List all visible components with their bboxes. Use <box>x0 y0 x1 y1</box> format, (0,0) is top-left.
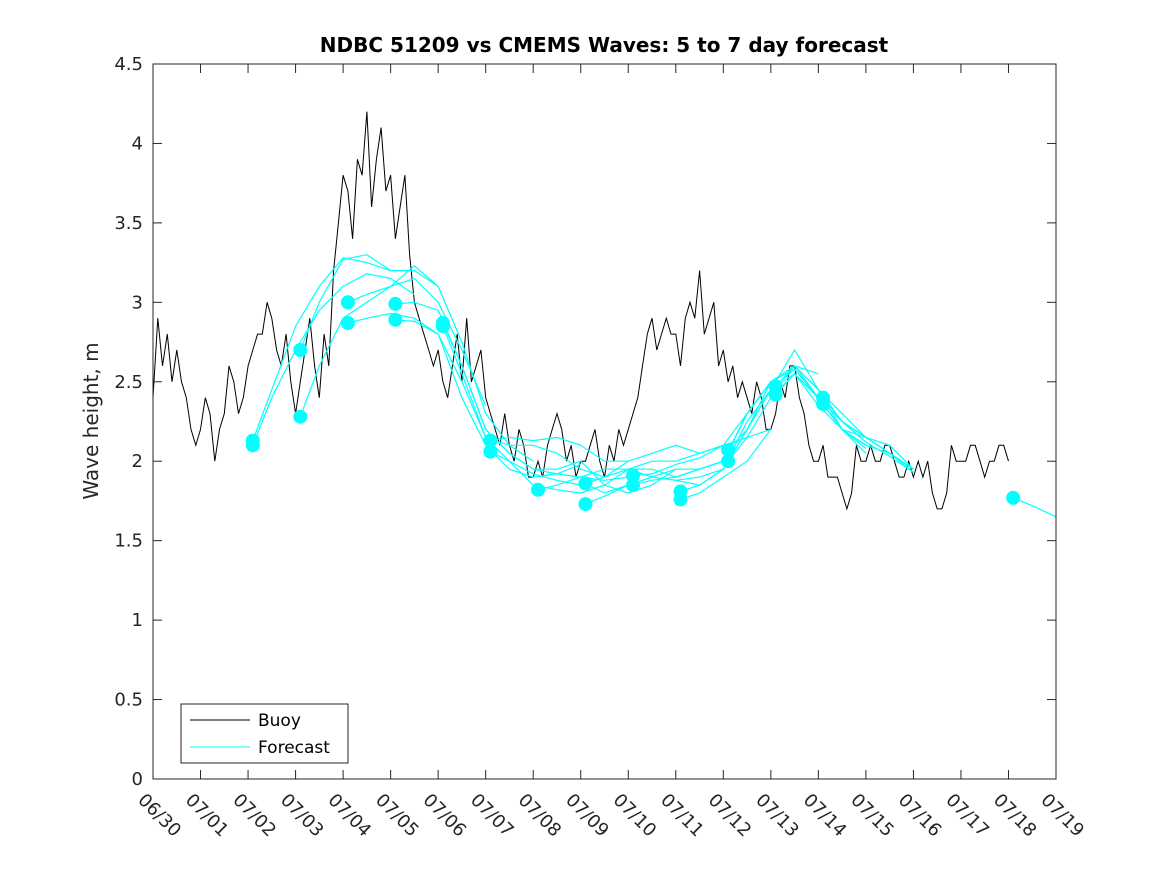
chart-title: NDBC 51209 vs CMEMS Waves: 5 to 7 day fo… <box>320 33 889 57</box>
forecast-start-marker <box>340 295 355 310</box>
forecast-start-marker <box>293 343 308 357</box>
forecast-start-marker <box>816 397 831 411</box>
legend-box <box>180 703 349 764</box>
y-tick-label: 3 <box>132 292 143 313</box>
y-tick-label: 4 <box>132 133 143 154</box>
plot-area: 00.511.522.533.544.506/3007/0107/0207/03… <box>114 54 1088 841</box>
forecast-run-line-24 <box>822 403 867 449</box>
forecast-run-line-18 <box>680 429 772 500</box>
y-tick-label: 0.5 <box>114 690 143 711</box>
forecast-run-line-21 <box>775 365 914 470</box>
y-tick-label: 1 <box>132 610 143 631</box>
y-tick-label: 2.5 <box>114 372 143 393</box>
y-tick-label: 0 <box>132 769 143 790</box>
forecast-run-line-1 <box>252 273 415 446</box>
forecast-run-line-0 <box>252 257 391 441</box>
forecast-start-marker <box>293 409 308 424</box>
forecast-start-marker <box>531 482 545 497</box>
plot-background <box>153 64 1056 779</box>
forecast-start-marker <box>578 476 593 491</box>
forecast-start-marker <box>483 444 498 459</box>
forecast-start-marker <box>388 312 403 327</box>
forecast-start-marker <box>340 316 355 330</box>
y-tick-label: 2 <box>132 451 143 472</box>
y-tick-label: 3.5 <box>114 213 143 234</box>
y-tick-label: 1.5 <box>114 531 143 552</box>
forecast-start-marker <box>578 497 593 512</box>
forecast-start-marker <box>721 443 736 458</box>
forecast-start-marker <box>768 387 783 402</box>
forecast-start-marker <box>388 296 403 311</box>
forecast-start-marker <box>721 454 736 469</box>
forecast-start-marker <box>435 319 450 334</box>
forecast-start-marker <box>626 478 640 493</box>
axes-box <box>152 63 1057 780</box>
forecast-run-line-4 <box>347 265 534 462</box>
legend: Buoy Forecast <box>180 703 349 764</box>
forecast-start-marker <box>483 433 498 448</box>
y-tick-label: 4.5 <box>114 54 143 75</box>
forecast-start-marker <box>1006 490 1021 505</box>
forecast-run-line-2 <box>299 254 439 351</box>
forecast-start-marker <box>245 438 260 453</box>
forecast-start-marker <box>673 492 688 507</box>
legend-buoy-label: Buoy <box>258 711 301 731</box>
y-axis-label: Wave height, m <box>79 342 103 499</box>
legend-forecast-label: Forecast <box>258 738 330 758</box>
forecast-start-marker <box>626 468 640 483</box>
